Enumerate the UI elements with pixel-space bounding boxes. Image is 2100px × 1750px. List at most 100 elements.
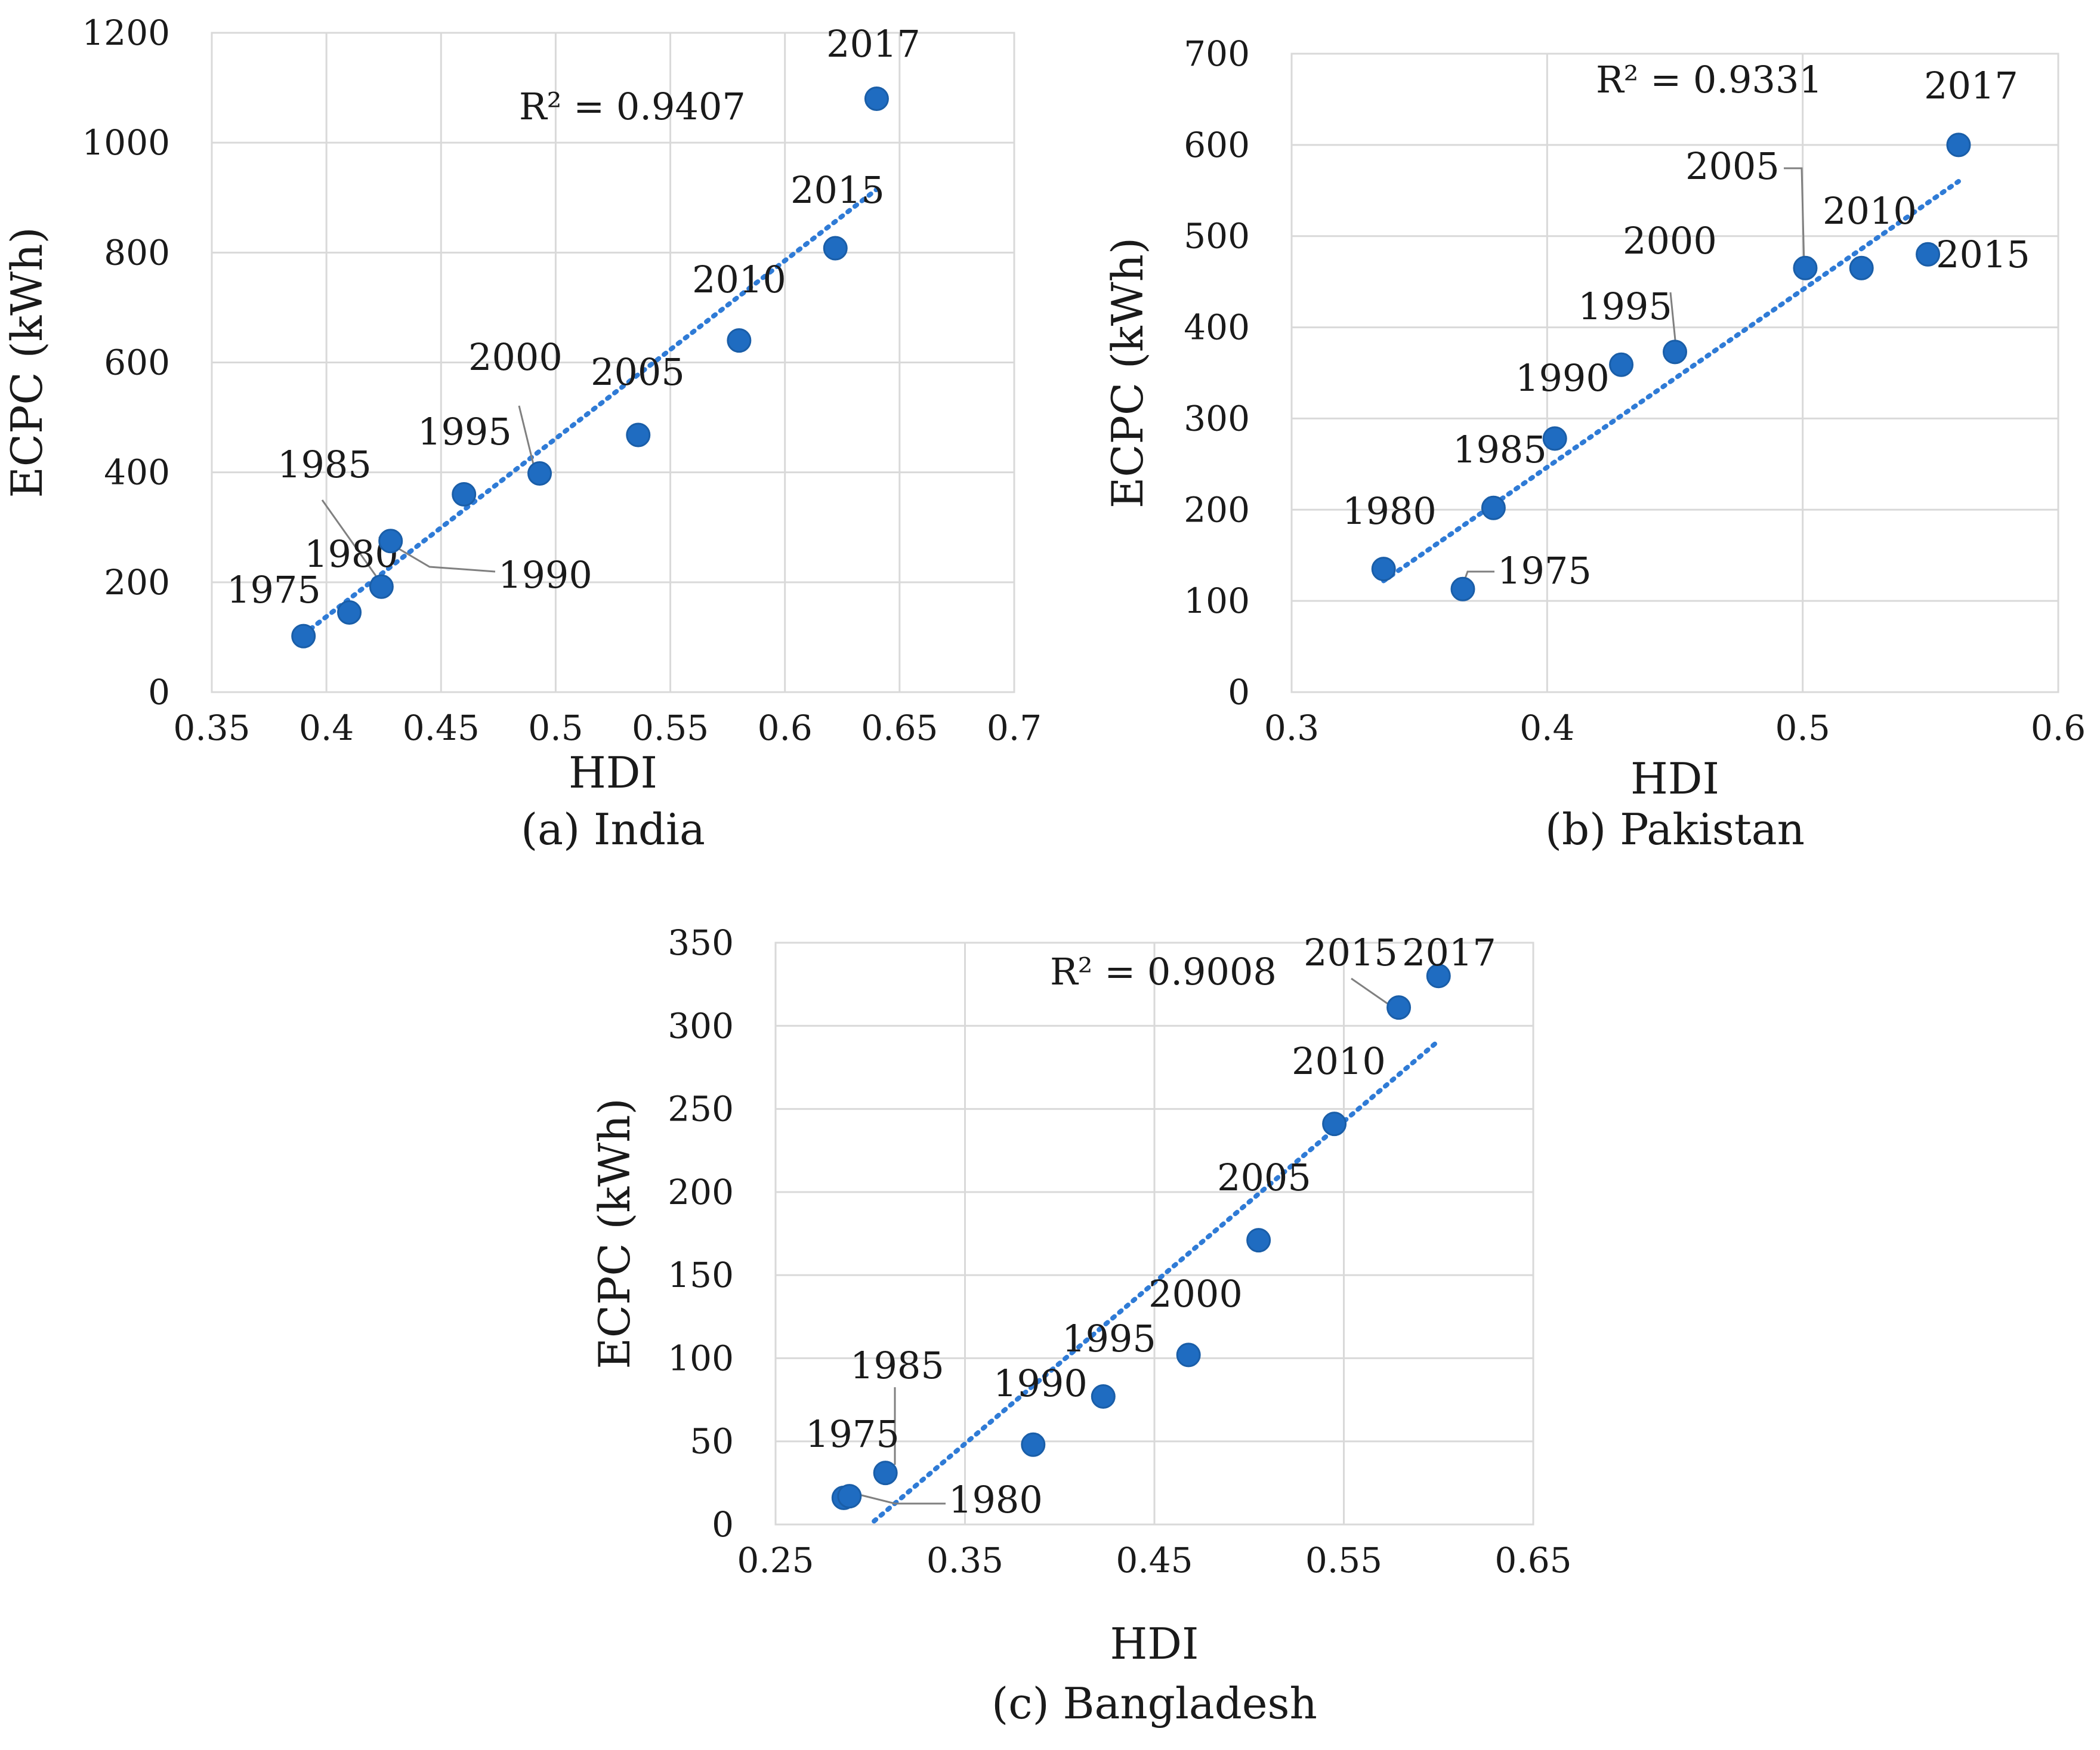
pakistan-point-label-2015: 2015 bbox=[1936, 233, 2030, 276]
india-point-2010 bbox=[727, 328, 752, 353]
india-y-tick-label: 400 bbox=[104, 452, 170, 493]
pakistan-x-tick-label: 0.4 bbox=[1520, 708, 1574, 748]
chart-india: 0.35 0.4 0.45 0.5 0.55 0.6 0.65 0.7 0 200 400 600 80… bbox=[2, 13, 1042, 854]
india-point-label-1995: 1995 bbox=[418, 410, 512, 453]
pakistan-point-1990 bbox=[1542, 426, 1567, 451]
pakistan-point-label-1975: 1975 bbox=[1497, 549, 1592, 592]
bangladesh-point-label-2017: 2017 bbox=[1402, 931, 1496, 974]
bangladesh-point-1980 bbox=[837, 1484, 862, 1509]
pakistan-point-1995 bbox=[1609, 352, 1634, 377]
bangladesh-x-tick-label: 0.45 bbox=[1116, 1540, 1193, 1581]
india-x-tick-label: 0.45 bbox=[403, 708, 480, 748]
india-point-1980 bbox=[337, 600, 362, 625]
india-point-1990 bbox=[369, 574, 394, 599]
pakistan-point-label-1990: 1990 bbox=[1515, 356, 1610, 400]
pakistan-x-tick-label: 0.3 bbox=[1264, 708, 1319, 748]
india-x-tick-label: 0.65 bbox=[861, 708, 938, 748]
bangladesh-caption: (c) Bangladesh bbox=[992, 1678, 1317, 1729]
india-x-tick-label: 0.7 bbox=[987, 708, 1042, 748]
india-point-1985 bbox=[378, 529, 403, 554]
bangladesh-point-label-2010: 2010 bbox=[1292, 1039, 1386, 1083]
pakistan-point-label-2000: 2000 bbox=[1623, 219, 1717, 263]
bangladesh-y-tick-label: 200 bbox=[668, 1172, 734, 1212]
india-y-tick-label: 0 bbox=[148, 672, 170, 712]
pakistan-y-tick-label: 100 bbox=[1184, 581, 1250, 621]
india-point-label-2005: 2005 bbox=[591, 350, 685, 394]
india-y-tick-label: 600 bbox=[104, 342, 170, 383]
chart-bangladesh: 0.25 0.35 0.45 0.55 0.65 0 50 100 150 200 250 300 35… bbox=[589, 922, 1572, 1729]
india-leader-line-2000 bbox=[518, 405, 536, 472]
pakistan-y-tick-label: 600 bbox=[1184, 125, 1250, 165]
pakistan-x-tick-label: 0.5 bbox=[1775, 708, 1830, 748]
bangladesh-y-axis-title: ECPC (kWh) bbox=[589, 1098, 640, 1369]
bangladesh-point-label-2015: 2015 bbox=[1304, 931, 1398, 974]
pakistan-point-2010 bbox=[1849, 255, 1874, 280]
india-point-2017 bbox=[864, 87, 889, 111]
pakistan-leader-line-2000 bbox=[1669, 292, 1676, 341]
pakistan-point-label-1985: 1985 bbox=[1453, 428, 1547, 471]
india-point-1975 bbox=[291, 624, 316, 649]
bangladesh-x-tick-label: 0.25 bbox=[737, 1540, 814, 1581]
india-y-tick-label: 1000 bbox=[82, 122, 170, 163]
india-y-axis-title: ECPC (kWh) bbox=[2, 227, 52, 498]
bangladesh-point-2015 bbox=[1386, 995, 1412, 1020]
pakistan-point-1980 bbox=[1371, 557, 1396, 582]
bangladesh-point-2000 bbox=[1176, 1342, 1201, 1368]
bangladesh-y-tick-label: 100 bbox=[668, 1338, 734, 1378]
bangladesh-x-tick-label: 0.55 bbox=[1305, 1540, 1382, 1581]
bangladesh-point-label-1985: 1985 bbox=[850, 1344, 944, 1387]
bangladesh-y-tick-label: 300 bbox=[668, 1005, 734, 1046]
india-point-label-2017: 2017 bbox=[826, 22, 921, 66]
pakistan-y-tick-label: 300 bbox=[1184, 398, 1250, 439]
bangladesh-y-tick-label: 50 bbox=[690, 1421, 734, 1462]
india-y-tick-label: 800 bbox=[104, 232, 170, 273]
bangladesh-y-tick-label: 150 bbox=[668, 1255, 734, 1295]
india-y-tick-label: 200 bbox=[104, 562, 170, 603]
bangladesh-point-2005 bbox=[1246, 1228, 1271, 1253]
bangladesh-x-tick-label: 0.35 bbox=[927, 1540, 1003, 1581]
pakistan-point-2005 bbox=[1793, 255, 1818, 280]
pakistan-x-axis-title: HDI bbox=[1630, 754, 1719, 804]
india-y-tick-label: 1200 bbox=[82, 13, 170, 53]
pakistan-point-label-1980: 1980 bbox=[1342, 489, 1437, 533]
pakistan-y-tick-label: 500 bbox=[1184, 216, 1250, 257]
bangladesh-y-tick-label: 250 bbox=[668, 1089, 734, 1129]
india-leader-line-1985 bbox=[321, 499, 377, 576]
bangladesh-point-2010 bbox=[1322, 1112, 1347, 1137]
pakistan-point-1985 bbox=[1481, 495, 1506, 520]
india-point-label-1975: 1975 bbox=[227, 568, 321, 612]
india-caption: (a) India bbox=[521, 804, 705, 854]
india-point-1995 bbox=[452, 482, 477, 507]
pakistan-caption: (b) Pakistan bbox=[1545, 804, 1805, 854]
pakistan-plot-frame bbox=[1290, 53, 2059, 693]
bangladesh-plot-frame bbox=[774, 942, 1534, 1526]
bangladesh-point-1995 bbox=[1091, 1384, 1116, 1409]
bangladesh-point-1990 bbox=[1021, 1432, 1046, 1457]
pakistan-point-label-2005: 2005 bbox=[1685, 144, 1780, 188]
pakistan-r-squared-label: R² = 0.9331 bbox=[1596, 58, 1823, 101]
india-point-label-2010: 2010 bbox=[692, 258, 786, 301]
india-point-2000 bbox=[527, 461, 552, 486]
pakistan-y-tick-label: 0 bbox=[1228, 672, 1250, 712]
bangladesh-point-label-1980: 1980 bbox=[949, 1478, 1043, 1521]
pakistan-point-label-2010: 2010 bbox=[1823, 189, 1917, 233]
pakistan-y-tick-label: 400 bbox=[1184, 307, 1250, 348]
bangladesh-point-label-2000: 2000 bbox=[1148, 1272, 1243, 1316]
india-x-tick-label: 0.6 bbox=[758, 708, 813, 748]
pakistan-point-label-2017: 2017 bbox=[1924, 64, 2018, 107]
bangladesh-point-label-1975: 1975 bbox=[805, 1412, 900, 1456]
pakistan-point-1975 bbox=[1450, 576, 1475, 601]
bangladesh-point-2017 bbox=[1426, 964, 1451, 989]
bangladesh-leader-line-2015 bbox=[1351, 977, 1391, 1007]
bangladesh-y-tick-label: 0 bbox=[712, 1504, 734, 1545]
bangladesh-r-squared-label: R² = 0.9008 bbox=[1050, 950, 1277, 993]
chart-pakistan: 0.3 0.4 0.5 0.6 0 100 200 300 400 500 600 700 HDI ECP… bbox=[1102, 33, 2086, 854]
india-point-label-2015: 2015 bbox=[790, 168, 885, 212]
india-x-tick-label: 0.4 bbox=[299, 708, 354, 748]
india-point-label-2000: 2000 bbox=[468, 335, 563, 379]
bangladesh-y-tick-label: 350 bbox=[668, 922, 734, 963]
india-point-2015 bbox=[823, 236, 848, 261]
pakistan-y-tick-label: 200 bbox=[1184, 489, 1250, 530]
pakistan-point-2015 bbox=[1916, 242, 1941, 267]
